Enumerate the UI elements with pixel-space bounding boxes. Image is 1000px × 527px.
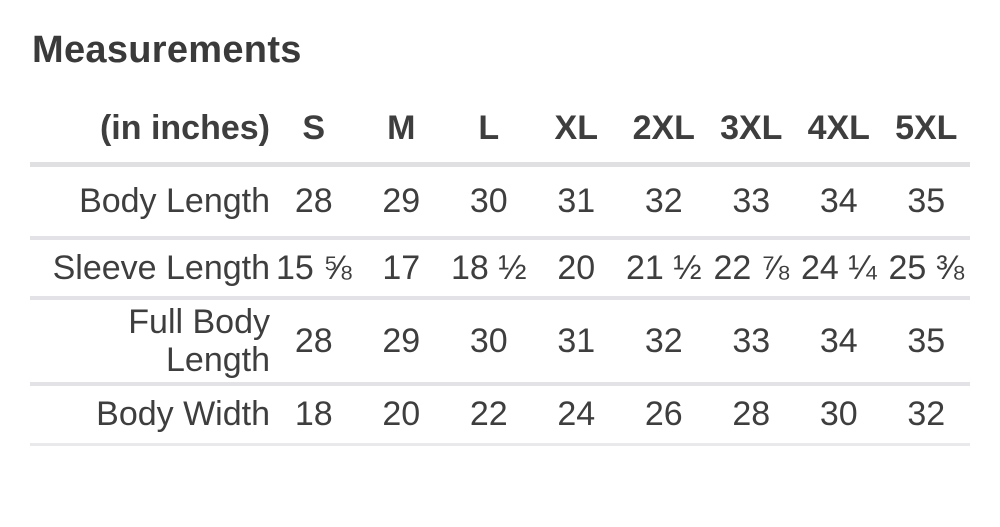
measurement-cell: 32 (907, 394, 946, 433)
measurement-cell: 35 (907, 321, 946, 360)
table-row: Sleeve Length 15 ⅝ 17 18 ½ 20 21 ½ 22 ⅞ 24 ¼ 25 … (30, 238, 970, 298)
measurement-cell: 31 (557, 181, 596, 220)
row-label: Full Body Length (128, 303, 270, 379)
table-row: Body Length 28 29 30 31 32 33 34 35 (30, 164, 970, 238)
table-header-row: (in inches) S M L XL 2XL 3XL 4XL 5XL (30, 96, 970, 164)
measurements-table: (in inches) S M L XL 2XL 3XL 4XL 5XL Body Lengt… (30, 96, 970, 446)
measurement-cell: 15 ⅝ (275, 248, 352, 287)
header-size-2xl: 2XL (632, 109, 695, 148)
measurement-cell: 21 ½ (625, 248, 702, 287)
measurement-cell: 30 (469, 321, 508, 360)
header-units-label: (in inches) (99, 109, 270, 148)
measurement-cell: 32 (644, 181, 683, 220)
row-label: Body Width (96, 395, 270, 434)
measurement-cell: 30 (819, 394, 858, 433)
measurement-cell: 34 (819, 181, 858, 220)
measurement-cell: 20 (557, 248, 596, 287)
header-size-4xl: 4XL (807, 109, 870, 148)
measurement-cell: 17 (382, 248, 421, 287)
measurement-cell: 26 (644, 394, 683, 433)
measurement-cell: 35 (907, 181, 946, 220)
measurement-cell: 28 (732, 394, 771, 433)
measurement-cell: 24 ¼ (800, 248, 877, 287)
measurement-cell: 32 (644, 321, 683, 360)
measurement-cell: 20 (382, 394, 421, 433)
measurement-cell: 18 ½ (450, 248, 527, 287)
measurement-cell: 31 (557, 321, 596, 360)
header-size-s: S (302, 109, 326, 148)
table-row: Full Body Length 28 29 30 31 32 33 34 35 (30, 298, 970, 384)
table-body: Body Length 28 29 30 31 32 33 34 35 Sleeve Length… (30, 164, 970, 444)
measurement-cell: 25 ⅜ (888, 248, 965, 287)
header-size-3xl: 3XL (720, 109, 783, 148)
header-size-l: L (478, 109, 500, 148)
measurement-cell: 29 (382, 321, 421, 360)
header-size-xl: XL (554, 109, 598, 148)
measurement-cell: 33 (732, 321, 771, 360)
page-title: Measurements (32, 29, 302, 71)
row-label: Sleeve Length (52, 249, 270, 287)
measurement-cell: 33 (732, 181, 771, 220)
measurement-cell: 28 (294, 321, 333, 360)
measurement-cell: 34 (819, 321, 858, 360)
size-chart-page: Measurements (in inches) S M L XL 2XL 3XL 4XL 5… (0, 28, 1000, 446)
measurement-cell: 24 (557, 394, 596, 433)
measurement-cell: 18 (294, 394, 333, 433)
measurement-cell: 22 (469, 394, 508, 433)
header-size-5xl: 5XL (895, 109, 958, 148)
row-label: Body Length (79, 182, 270, 221)
measurement-cell: 28 (294, 181, 333, 220)
measurement-cell: 22 ⅞ (713, 248, 790, 287)
measurement-cell: 29 (382, 181, 421, 220)
measurement-cell: 30 (469, 181, 508, 220)
table-row: Body Width 18 20 22 24 26 28 30 32 (30, 384, 970, 444)
header-size-m: M (387, 109, 416, 148)
